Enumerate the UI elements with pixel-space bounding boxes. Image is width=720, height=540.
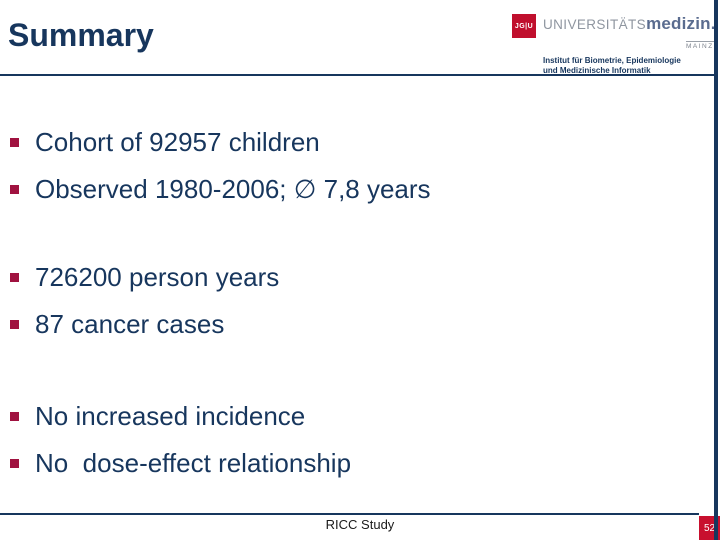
university-logo: JG|U UNIVERSITÄTS medizin. MAINZ Institut… (512, 14, 716, 76)
bullet-item: Cohort of 92957 children (10, 127, 320, 158)
logo-city-label: MAINZ (685, 41, 714, 50)
logo-wordmark: UNIVERSITÄTS medizin. (543, 14, 716, 34)
jgu-seal-text: JG|U (514, 22, 534, 30)
square-bullet-icon (10, 320, 19, 329)
institute-line-1: Institut für Biometrie, Epidemiologie (543, 56, 681, 65)
square-bullet-icon (10, 412, 19, 421)
bullet-item: No dose-effect relationship (10, 448, 351, 479)
bullet-text: Observed 1980-2006; ∅ 7,8 years (35, 174, 431, 204)
bullet-item: 726200 person years (10, 262, 279, 293)
logo-city-row: MAINZ (543, 35, 716, 53)
bullet-item: No increased incidence (10, 401, 305, 432)
institute-line-2: und Medizinische Informatik (543, 66, 651, 75)
bullet-text: No dose-effect relationship (35, 448, 352, 478)
bullet-text: 726200 person years (35, 262, 280, 292)
bullet-item: 87 cancer cases (10, 309, 224, 340)
bullet-item: Observed 1980-2006; ∅ 7,8 years (10, 174, 431, 205)
logo-wordmark-bold: medizin. (646, 14, 716, 33)
footer-divider (0, 513, 699, 515)
square-bullet-icon (10, 459, 19, 468)
right-edge-bar (714, 0, 718, 540)
header-divider (0, 74, 714, 76)
institute-name: Institut für Biometrie, Epidemiologie un… (543, 56, 716, 76)
square-bullet-icon (10, 138, 19, 147)
footer-study-label: RICC Study (325, 517, 395, 532)
jgu-seal-icon: JG|U (512, 14, 536, 38)
bullet-text: No increased incidence (35, 401, 306, 431)
square-bullet-icon (10, 185, 19, 194)
bullet-text: 87 cancer cases (35, 309, 225, 339)
logo-text-block: UNIVERSITÄTS medizin. MAINZ Institut für … (543, 14, 716, 76)
page-title: Summary (8, 17, 154, 53)
logo-wordmark-light: UNIVERSITÄTS (543, 17, 647, 32)
bullet-text: Cohort of 92957 children (35, 127, 320, 157)
square-bullet-icon (10, 273, 19, 282)
